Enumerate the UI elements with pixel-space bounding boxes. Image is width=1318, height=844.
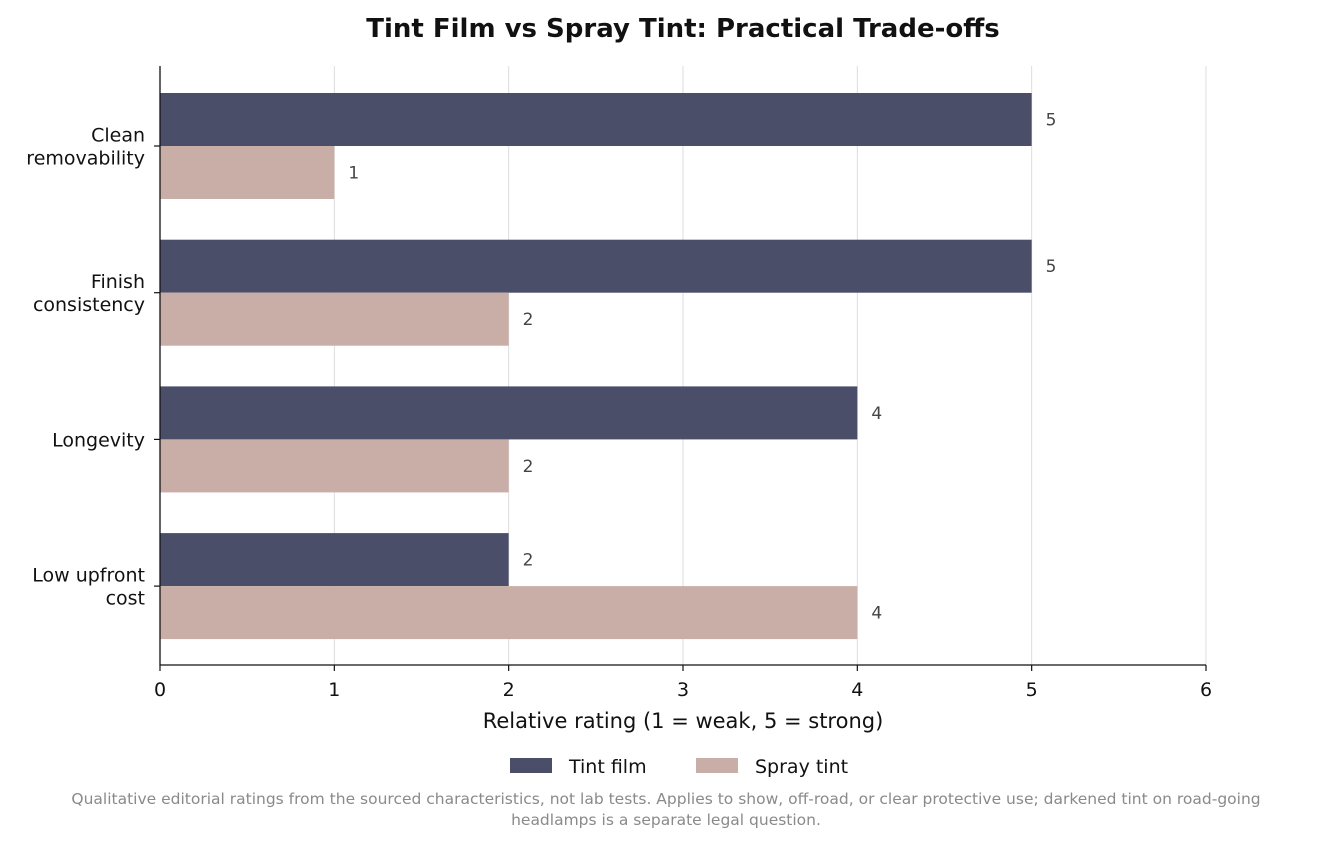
x-tick-label-0: 0: [154, 679, 166, 701]
value-label-s0-c1: 5: [1046, 257, 1057, 277]
category-label-1-line-0: Finish: [91, 271, 145, 293]
category-label-0: Clean removability: [26, 125, 145, 170]
footnote: Qualitative editorial ratings from the s…: [20, 789, 1312, 831]
category-labels: Clean removability Finish consistency Longev…: [26, 125, 160, 610]
legend-swatch-0: [510, 758, 552, 773]
x-tick-label-4: 4: [851, 679, 863, 701]
bar-s0-c1: [160, 239, 1032, 293]
x-tick-label-6: 6: [1200, 679, 1212, 701]
bar-s1-c2: [160, 439, 509, 493]
value-label-s1-c0: 1: [348, 164, 359, 184]
footnote-line-1: Qualitative editorial ratings from the s…: [71, 790, 1261, 808]
legend-swatch-1: [696, 758, 738, 773]
bar-s0-c3: [160, 533, 509, 587]
bar-s0-c2: [160, 386, 858, 440]
category-label-0-line-0: Clean: [91, 125, 145, 147]
x-tick-label-3: 3: [677, 679, 689, 701]
value-label-s1-c1: 2: [523, 310, 534, 330]
x-tick-label-2: 2: [503, 679, 515, 701]
category-label-3-line-1: cost: [106, 588, 145, 610]
category-label-0-line-1: removability: [26, 148, 145, 170]
x-axis-label: Relative rating (1 = weak, 5 = strong): [483, 709, 884, 733]
category-label-3-line-0: Low upfront: [32, 565, 145, 587]
category-label-1: Finish consistency: [33, 271, 145, 316]
legend-label-1: Spray tint: [755, 756, 848, 778]
value-label-s0-c2: 4: [871, 404, 882, 424]
category-label-1-line-1: consistency: [33, 294, 145, 316]
x-tick-label-5: 5: [1026, 679, 1038, 701]
legend: Tint film Spray tint: [510, 756, 848, 778]
value-labels: 5 1 5 2 4 2 2 4: [348, 111, 1056, 624]
chart: Tint Film vs Spray Tint: Practical Trade…: [26, 14, 1212, 778]
value-label-s1-c2: 2: [523, 457, 534, 477]
value-label-s0-c0: 5: [1046, 111, 1057, 131]
x-tick-labels: 0 1 2 3 4 5 6: [154, 665, 1212, 701]
legend-label-0: Tint film: [568, 756, 647, 778]
category-label-2: Longevity: [52, 429, 145, 451]
value-label-s1-c3: 4: [871, 604, 882, 624]
chart-title: Tint Film vs Spray Tint: Practical Trade…: [366, 14, 1000, 44]
bars: [160, 93, 1032, 640]
category-label-2-line-0: Longevity: [52, 429, 145, 451]
bar-s1-c0: [160, 146, 335, 199]
x-tick-label-1: 1: [328, 679, 340, 701]
value-label-s0-c3: 2: [523, 551, 534, 571]
bar-s1-c1: [160, 292, 509, 346]
footnote-line-2: headlamps is a separate legal question.: [511, 811, 821, 829]
category-label-3: Low upfront cost: [32, 565, 145, 610]
bar-s0-c0: [160, 93, 1032, 146]
bar-s1-c3: [160, 586, 858, 640]
